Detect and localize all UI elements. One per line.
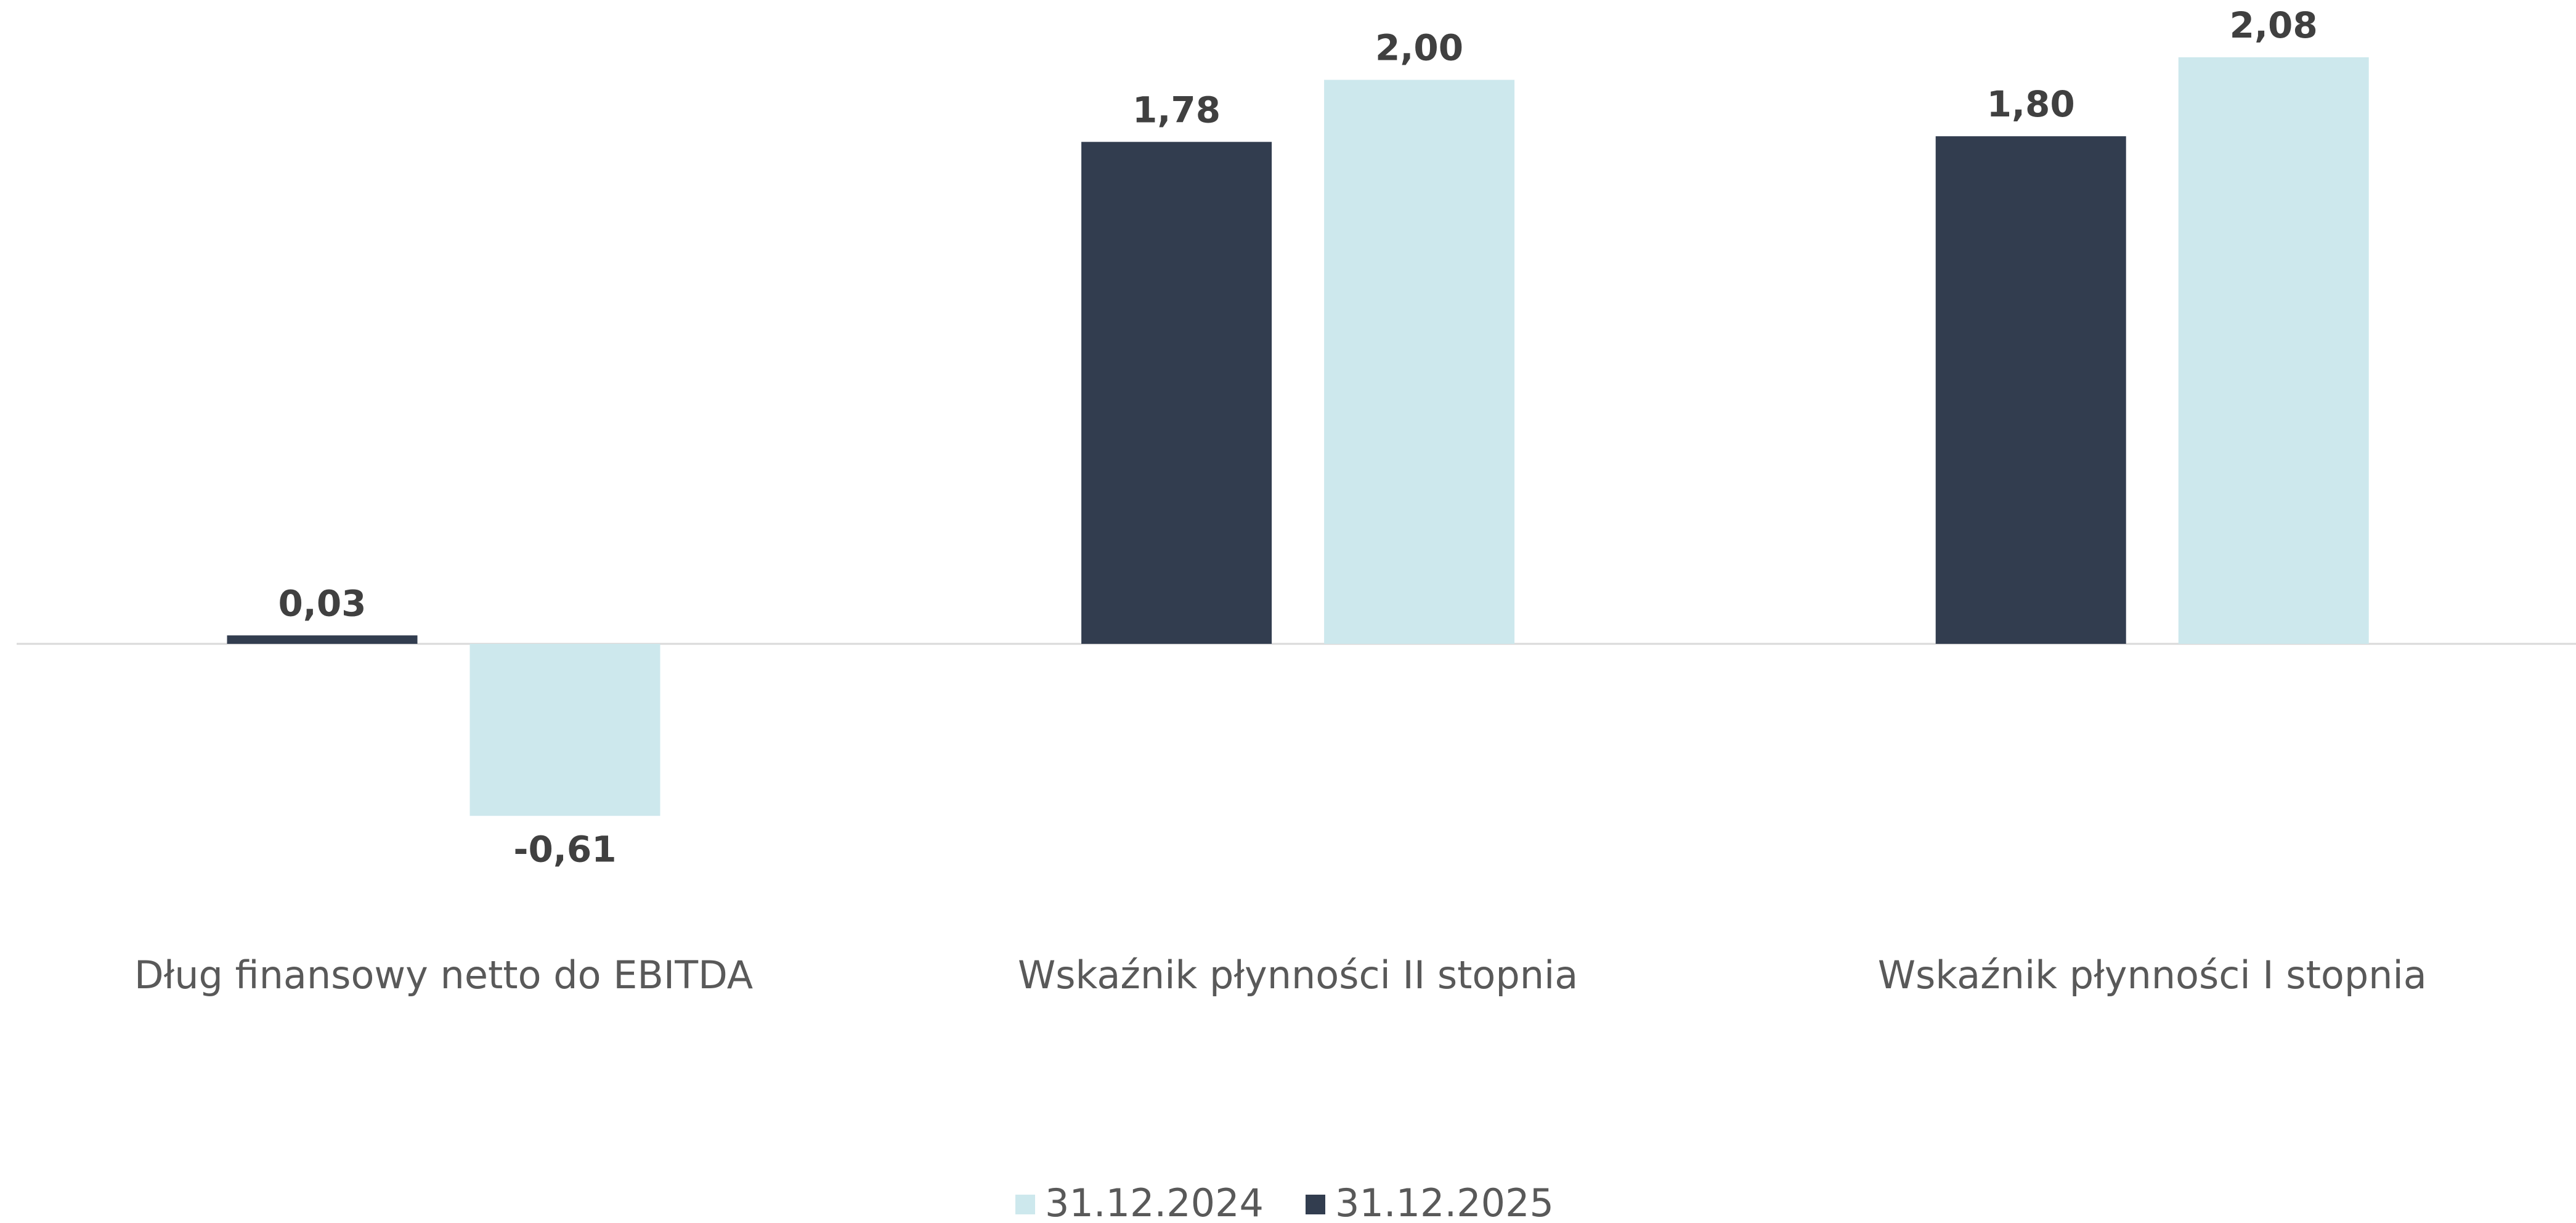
value-label: 2,00 bbox=[1375, 27, 1463, 69]
legend-label: 31.12.2024 bbox=[1045, 1180, 1264, 1223]
bar bbox=[469, 644, 660, 816]
bar bbox=[1081, 142, 1272, 644]
value-label: 0,03 bbox=[278, 582, 366, 624]
bar bbox=[227, 635, 418, 644]
category-label: Dług finansowy netto do EBITDA bbox=[134, 953, 753, 997]
value-label: 2,08 bbox=[2230, 4, 2318, 46]
value-label: 1,80 bbox=[1987, 83, 2075, 125]
category-label: Wskaźnik płynności II stopnia bbox=[1018, 953, 1578, 997]
legend-swatch bbox=[1015, 1195, 1035, 1214]
value-label: -0,61 bbox=[513, 828, 616, 870]
bar bbox=[2178, 57, 2369, 644]
category-label: Wskaźnik płynności I stopnia bbox=[1878, 953, 2427, 997]
bar bbox=[1935, 136, 2126, 644]
legend-swatch bbox=[1306, 1195, 1325, 1214]
legend-label: 31.12.2025 bbox=[1335, 1180, 1554, 1223]
bar bbox=[1324, 79, 1515, 644]
value-label: 1,78 bbox=[1132, 89, 1221, 131]
